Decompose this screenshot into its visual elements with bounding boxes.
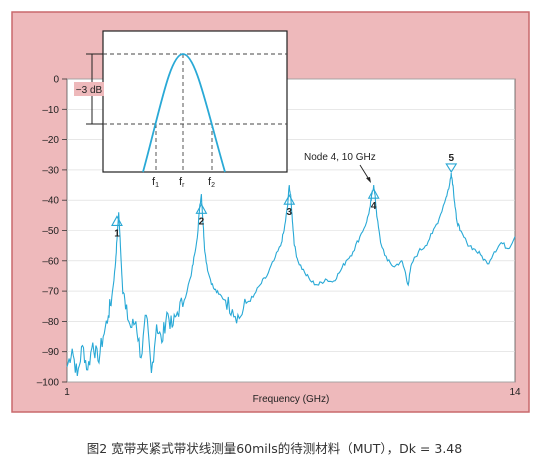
y-tick-label: 0 [53, 75, 59, 86]
y-tick-label: –30 [42, 165, 59, 176]
annotation: Node 4, 10 GHz [304, 152, 376, 184]
inset-f1-label: f1 [152, 176, 159, 189]
annotation-arrowhead [365, 177, 371, 184]
y-tick-label: –60 [42, 256, 59, 267]
marker-3-triangle [283, 194, 296, 205]
y-tick-label: –80 [42, 317, 59, 328]
dimension-label-bg [74, 82, 104, 96]
y-tick-label: –70 [42, 287, 59, 298]
y-tick-label: –20 [42, 135, 59, 146]
y-tick-label: –90 [42, 347, 59, 358]
series-line [66, 172, 516, 376]
marker-4-triangle [367, 188, 380, 199]
x-axis: 1 14 [64, 387, 521, 398]
y-axis: 0 –10 –20 –30 –40 –50 –60 –70 –80 –90 –100 [37, 75, 67, 389]
inset-resonance-curve [142, 53, 226, 173]
y-tick-label: –50 [42, 226, 59, 237]
marker-4-label: 4 [371, 201, 377, 212]
y-tick-label: –40 [42, 196, 59, 207]
y-tick-label: –10 [42, 105, 59, 116]
marker-1-triangle [111, 215, 123, 226]
y-tick-label: –100 [37, 378, 60, 389]
marker-2-label: 2 [199, 216, 205, 227]
marker-5-triangle [445, 163, 458, 173]
x-tick-label: 1 [64, 387, 70, 398]
resonance-markers: 1 2 3 4 5 [111, 153, 458, 239]
x-tick-label: 14 [509, 387, 521, 398]
annotation-text: Node 4, 10 GHz [304, 152, 376, 163]
inset-f2-label: f2 [208, 176, 215, 189]
x-axis-label: Frequency (GHz) [253, 394, 330, 405]
inset-resonance-diagram: −3 dB f1 fr f2 [74, 30, 288, 189]
grid-lines [67, 78, 515, 383]
inset-3db-label: −3 dB [76, 85, 103, 96]
marker-5-label: 5 [448, 153, 454, 164]
inset-box [102, 30, 288, 173]
marker-2-triangle [195, 203, 208, 214]
marker-3-label: 3 [286, 207, 292, 218]
figure-caption: 图2 宽带夹紧式带状线测量60mils的待测材料（MUT），Dk = 3.48 [86, 441, 463, 456]
marker-1-label: 1 [114, 228, 120, 239]
inset-fr-label: fr [179, 176, 185, 189]
